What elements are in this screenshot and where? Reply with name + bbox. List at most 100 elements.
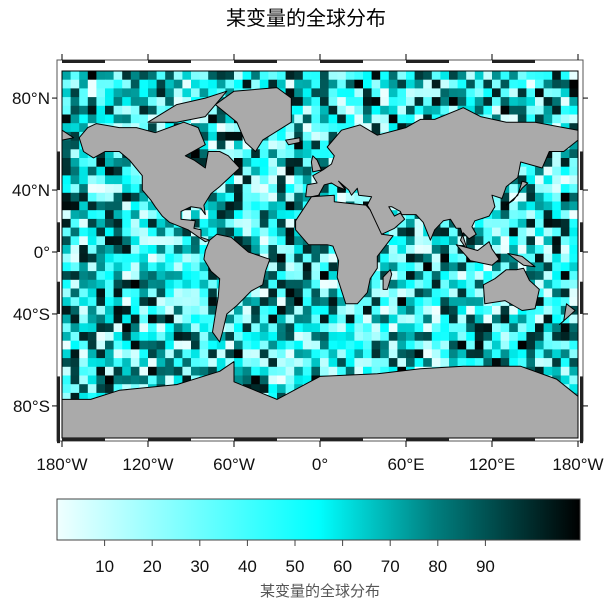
grid-cell: [526, 97, 536, 107]
grid-cell: [328, 71, 338, 81]
grid-cell: [199, 227, 209, 237]
grid-cell: [526, 271, 536, 281]
grid-cell: [199, 149, 209, 159]
grid-cell: [148, 97, 157, 107]
grid-cell: [208, 131, 218, 141]
grid-cell: [492, 340, 501, 350]
grid-cell: [148, 288, 157, 298]
grid-cell: [130, 288, 140, 298]
grid-cell: [406, 271, 415, 281]
grid-cell: [492, 227, 501, 237]
grid-cell: [552, 97, 562, 107]
grid-cell: [535, 184, 544, 194]
grid-cell: [397, 236, 407, 246]
grid-cell: [363, 305, 372, 315]
grid-cell: [492, 88, 501, 98]
grid-cell: [354, 79, 364, 89]
grid-cell: [191, 79, 200, 89]
grid-cell: [130, 192, 140, 202]
grid-cell: [388, 314, 398, 324]
land-greenland: [214, 87, 292, 152]
grid-cell: [165, 314, 175, 324]
grid-cell: [569, 262, 578, 272]
grid-cell: [199, 366, 209, 376]
grid-cell: [320, 297, 329, 307]
grid-cell: [345, 71, 355, 81]
grid-cell: [388, 71, 398, 81]
grid-cell: [285, 79, 295, 89]
grid-cell: [208, 366, 218, 376]
grid-cell: [552, 332, 562, 342]
grid-cell: [380, 105, 390, 115]
grid-cell: [242, 366, 252, 376]
grid-cell: [139, 358, 149, 368]
grid-cell: [345, 79, 355, 89]
grid-cell: [62, 236, 71, 246]
grid-cell: [449, 305, 458, 315]
grid-cell: [354, 366, 364, 376]
grid-cell: [500, 340, 510, 350]
grid-cell: [130, 71, 140, 81]
grid-cell: [242, 175, 252, 185]
grid-cell: [113, 184, 123, 194]
grid-cell: [122, 253, 132, 263]
grid-cell: [268, 279, 278, 289]
grid-cell: [449, 105, 458, 115]
grid-cell: [449, 288, 458, 298]
grid-cell: [371, 332, 381, 342]
grid-cell: [148, 201, 157, 211]
grid-cell: [363, 97, 372, 107]
grid-cell: [371, 88, 381, 98]
grid-cell: [543, 175, 553, 185]
grid-cell: [474, 332, 484, 342]
grid-cell: [406, 279, 415, 289]
grid-cell: [113, 210, 123, 220]
grid-cell: [148, 236, 157, 246]
grid-cell: [294, 340, 304, 350]
grid-cell: [483, 323, 493, 333]
grid-cell: [148, 375, 157, 385]
grid-cell: [234, 210, 243, 220]
grid-cell: [113, 114, 123, 124]
grid-cell: [543, 340, 553, 350]
grid-cell: [277, 175, 286, 185]
grid-cell: [406, 114, 415, 124]
grid-cell: [560, 210, 570, 220]
grid-cell: [457, 323, 467, 333]
lat-label: 0°: [34, 243, 50, 262]
grid-cell: [277, 314, 286, 324]
grid-cell: [87, 288, 97, 298]
grid-cell: [259, 210, 269, 220]
grid-cell: [543, 332, 553, 342]
grid-cell: [354, 88, 364, 98]
grid-cell: [259, 305, 269, 315]
grid-cell: [208, 123, 218, 133]
grid-cell: [242, 201, 252, 211]
grid-cell: [294, 288, 304, 298]
grid-cell: [208, 227, 218, 237]
grid-cell: [105, 210, 114, 220]
grid-cell: [259, 297, 269, 307]
grid-cell: [466, 349, 476, 359]
grid-cell: [380, 349, 390, 359]
grid-cell: [191, 279, 200, 289]
grid-cell: [302, 149, 312, 159]
grid-cell: [79, 288, 89, 298]
grid-cell: [173, 71, 183, 81]
grid-cell: [242, 227, 252, 237]
grid-cell: [156, 79, 166, 89]
grid-cell: [96, 158, 106, 168]
frame-segment: [234, 438, 277, 441]
grid-cell: [380, 314, 390, 324]
grid-cell: [62, 340, 71, 350]
grid-cell: [449, 79, 458, 89]
grid-cell: [87, 227, 97, 237]
grid-cell: [397, 340, 407, 350]
grid-cell: [122, 97, 132, 107]
grid-cell: [449, 253, 458, 263]
grid-cell: [234, 123, 243, 133]
grid-cell: [62, 227, 71, 237]
grid-cell: [500, 314, 510, 324]
grid-cell: [569, 271, 578, 281]
grid-cell: [251, 297, 261, 307]
